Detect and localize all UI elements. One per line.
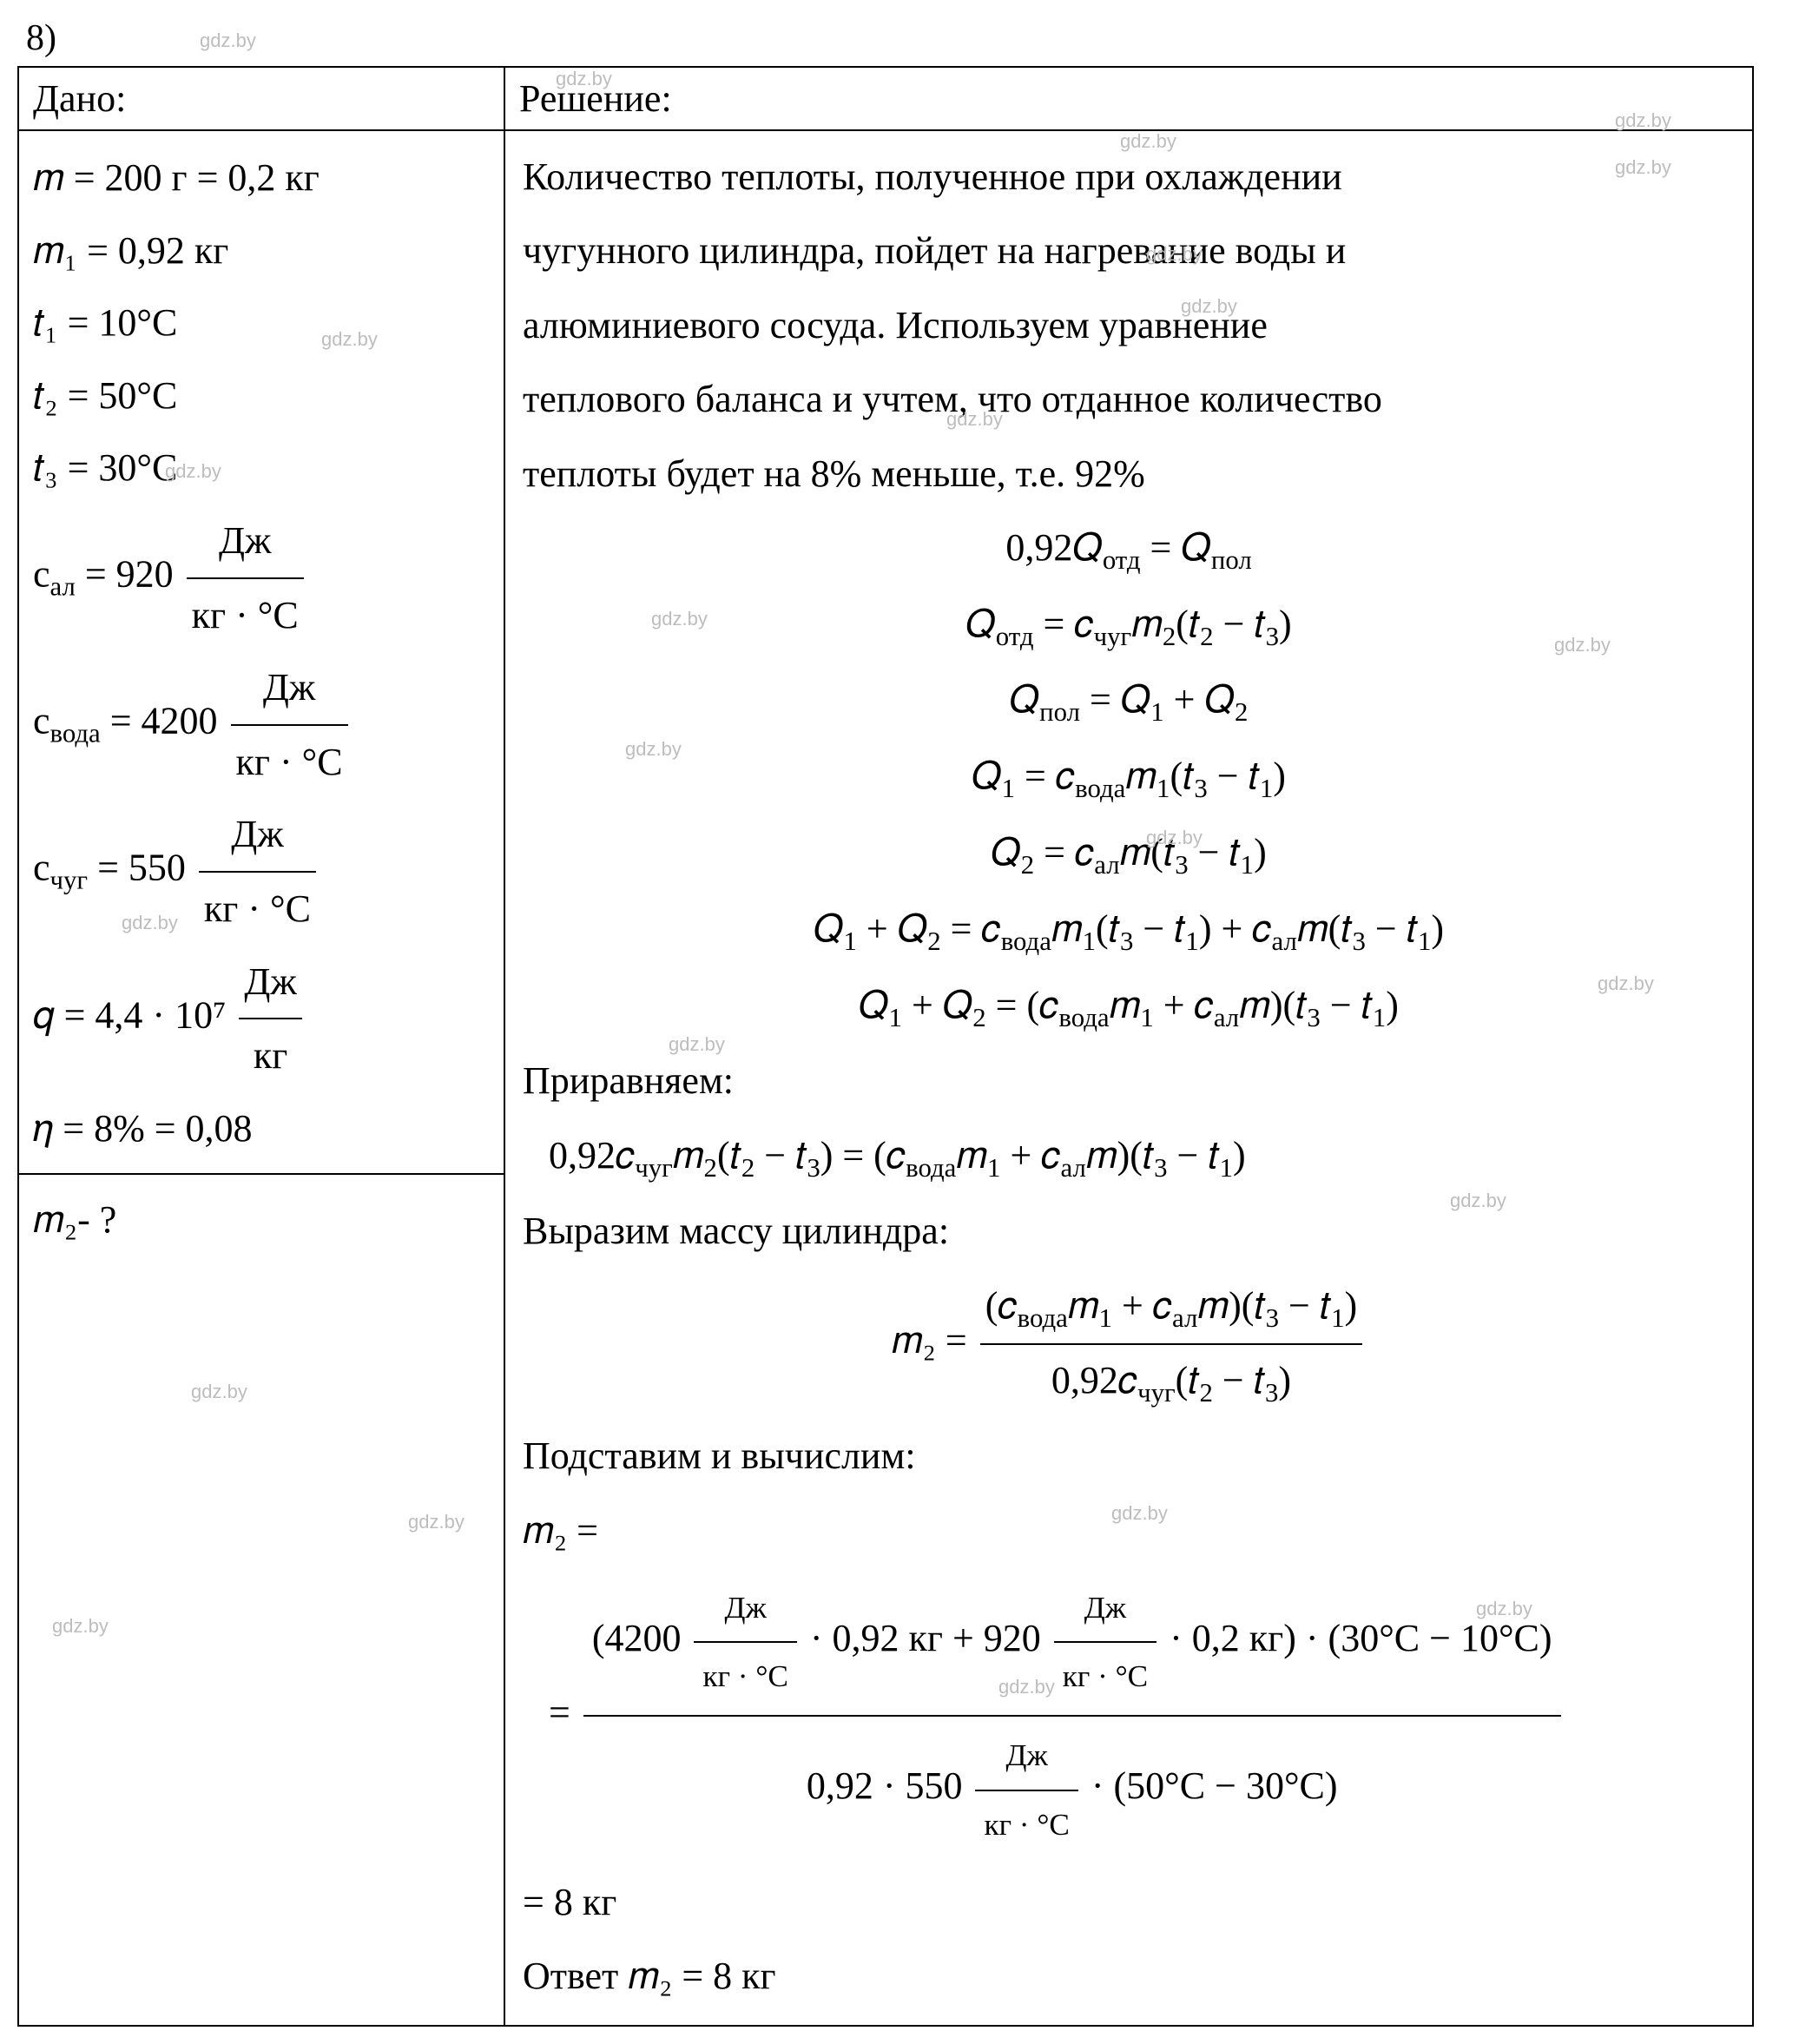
sub-voda: вода	[50, 719, 101, 748]
unit-frac: Дж кг · °C	[187, 504, 304, 651]
unit-num: Дж	[231, 651, 348, 726]
eq-qotd: 𝑄отд = 𝑐чуг𝑚2(𝑡2 − 𝑡3)	[523, 589, 1735, 662]
given-find: 𝑚₂- ?	[33, 1184, 490, 1256]
unit-den: кг · °C	[187, 579, 304, 652]
big-den-a: 0,92 · 550	[807, 1765, 972, 1808]
eq-prefix: =	[549, 1691, 580, 1734]
given-t2: 𝑡₂ = 50°C	[33, 359, 490, 432]
sub-al: ал	[50, 571, 76, 601]
unit-den: кг · °C	[199, 873, 316, 946]
given-divider	[19, 1173, 504, 1175]
big-num-b: · 0,92 кг + 920	[810, 1617, 1051, 1659]
eq-sum: 𝑄1 + 𝑄2 = 𝑐вода𝑚1(𝑡3 − 𝑡1) + 𝑐ал𝑚(𝑡3 − 𝑡…	[523, 893, 1735, 966]
m2-lhs: 𝑚₂ =	[892, 1319, 977, 1362]
eq-m2: 𝑚₂ = (𝑐вода𝑚1 + 𝑐ал𝑚)(𝑡3 − 𝑡1) 0,92𝑐чуг(…	[523, 1270, 1735, 1418]
subst-label: Подставим и вычислим:	[523, 1421, 1735, 1491]
equate-label: Приравняем:	[523, 1045, 1735, 1116]
eq-sum2: 𝑄1 + 𝑄2 = (𝑐вода𝑚1 + 𝑐ал𝑚)(𝑡3 − 𝑡1)	[523, 970, 1735, 1043]
answer-label: Ответ	[523, 1955, 628, 1997]
m2-frac: (𝑐вода𝑚1 + 𝑐ал𝑚)(𝑡3 − 𝑡1) 0,92𝑐чуг(𝑡2 − …	[980, 1270, 1362, 1418]
sub-chug: чуг	[50, 866, 89, 895]
given-t1: 𝑡₁ = 10°C	[33, 287, 490, 359]
unit-frac: Дж кг · °C	[694, 1574, 796, 1710]
intro-line: теплоты будет на 8% меньше, т.е. 92%	[523, 438, 1735, 509]
unit-frac: Дж кг · °C	[199, 798, 316, 945]
intro-line: теплового баланса и учтем, что отданное …	[523, 364, 1735, 434]
express-label: Выразим массу цилиндра:	[523, 1196, 1735, 1266]
eq-equate: 0,92𝑐чуг𝑚2(𝑡2 − 𝑡3) = (𝑐вода𝑚1 + 𝑐ал𝑚)(𝑡…	[523, 1120, 1735, 1193]
q-unit-frac: Дж кг	[239, 946, 301, 1092]
solution-header: Решение:	[505, 68, 1752, 131]
given-c-al: cал = 920 Дж кг · °C	[33, 504, 490, 651]
given-eta: 𝜂 = 8% = 0,08	[33, 1092, 490, 1165]
given-header: Дано:	[19, 68, 505, 131]
big-den-b: · (50°C − 30°C)	[1091, 1765, 1338, 1808]
unit-num: Дж	[199, 798, 316, 873]
big-num-c: · 0,2 кг) · (30°C − 10°C)	[1170, 1617, 1552, 1659]
q-unit-num: Дж	[239, 946, 301, 1020]
physics-solution-page: 8) Дано: Решение: 𝑚 = 200 г = 0,2 кг 𝑚₁ …	[17, 17, 1782, 2027]
eq-q2: 𝑄2 = 𝑐ал𝑚(𝑡3 − 𝑡1)	[523, 817, 1735, 890]
given-m1: 𝑚₁ = 0,92 кг	[33, 214, 490, 287]
big-frac: (4200 Дж кг · °C · 0,92 кг + 920 Дж кг ·…	[583, 1569, 1561, 1863]
answer-value: 𝑚₂ = 8 кг	[628, 1955, 775, 1997]
given-block: 𝑚 = 200 г = 0,2 кг 𝑚₁ = 0,92 кг 𝑡₁ = 10°…	[19, 131, 505, 2025]
problem-number: 8)	[17, 17, 1782, 59]
given-c-voda: cвода = 4200 Дж кг · °C	[33, 651, 490, 798]
unit-frac: Дж кг · °C	[231, 651, 348, 798]
unit-num: Дж	[187, 504, 304, 579]
unit-frac: Дж кг · °C	[975, 1722, 1077, 1857]
solution-frame: Дано: Решение: 𝑚 = 200 г = 0,2 кг 𝑚₁ = 0…	[17, 66, 1754, 2027]
given-q: 𝑞 = 4,4 · 10⁷ Дж кг	[33, 946, 490, 1092]
eq-q1: 𝑄1 = 𝑐вода𝑚1(𝑡3 − 𝑡1)	[523, 741, 1735, 814]
eq-numeric: = (4200 Дж кг · °C · 0,92 кг + 920 Дж кг…	[523, 1569, 1735, 1863]
answer: Ответ 𝑚₂ = 8 кг	[523, 1941, 1735, 2011]
intro-line: Количество теплоты, полученное при охлаж…	[523, 142, 1735, 212]
given-c-chug: cчуг = 550 Дж кг · °C	[33, 798, 490, 945]
result: = 8 кг	[523, 1867, 1735, 1937]
q-lhs: 𝑞 = 4,4 · 10⁷	[33, 993, 226, 1036]
big-num-a: (4200	[592, 1617, 682, 1659]
q-unit-den: кг	[239, 1019, 301, 1092]
intro-line: алюминиевого сосуда. Используем уравнени…	[523, 290, 1735, 360]
intro-line: чугунного цилиндра, пойдет на нагревание…	[523, 215, 1735, 286]
unit-den: кг · °C	[231, 726, 348, 799]
eq-balance: 0,92𝑄отд = 𝑄пол	[523, 512, 1735, 585]
eq-qpol: 𝑄пол = 𝑄1 + 𝑄2	[523, 664, 1735, 737]
m2-equals: 𝑚₂ =	[523, 1495, 1735, 1566]
unit-frac: Дж кг · °C	[1054, 1574, 1156, 1710]
given-t3: 𝑡₃ = 30°C	[33, 432, 490, 504]
given-m: 𝑚 = 200 г = 0,2 кг	[33, 142, 490, 214]
solution-block: Количество теплоты, полученное при охлаж…	[505, 131, 1752, 2025]
